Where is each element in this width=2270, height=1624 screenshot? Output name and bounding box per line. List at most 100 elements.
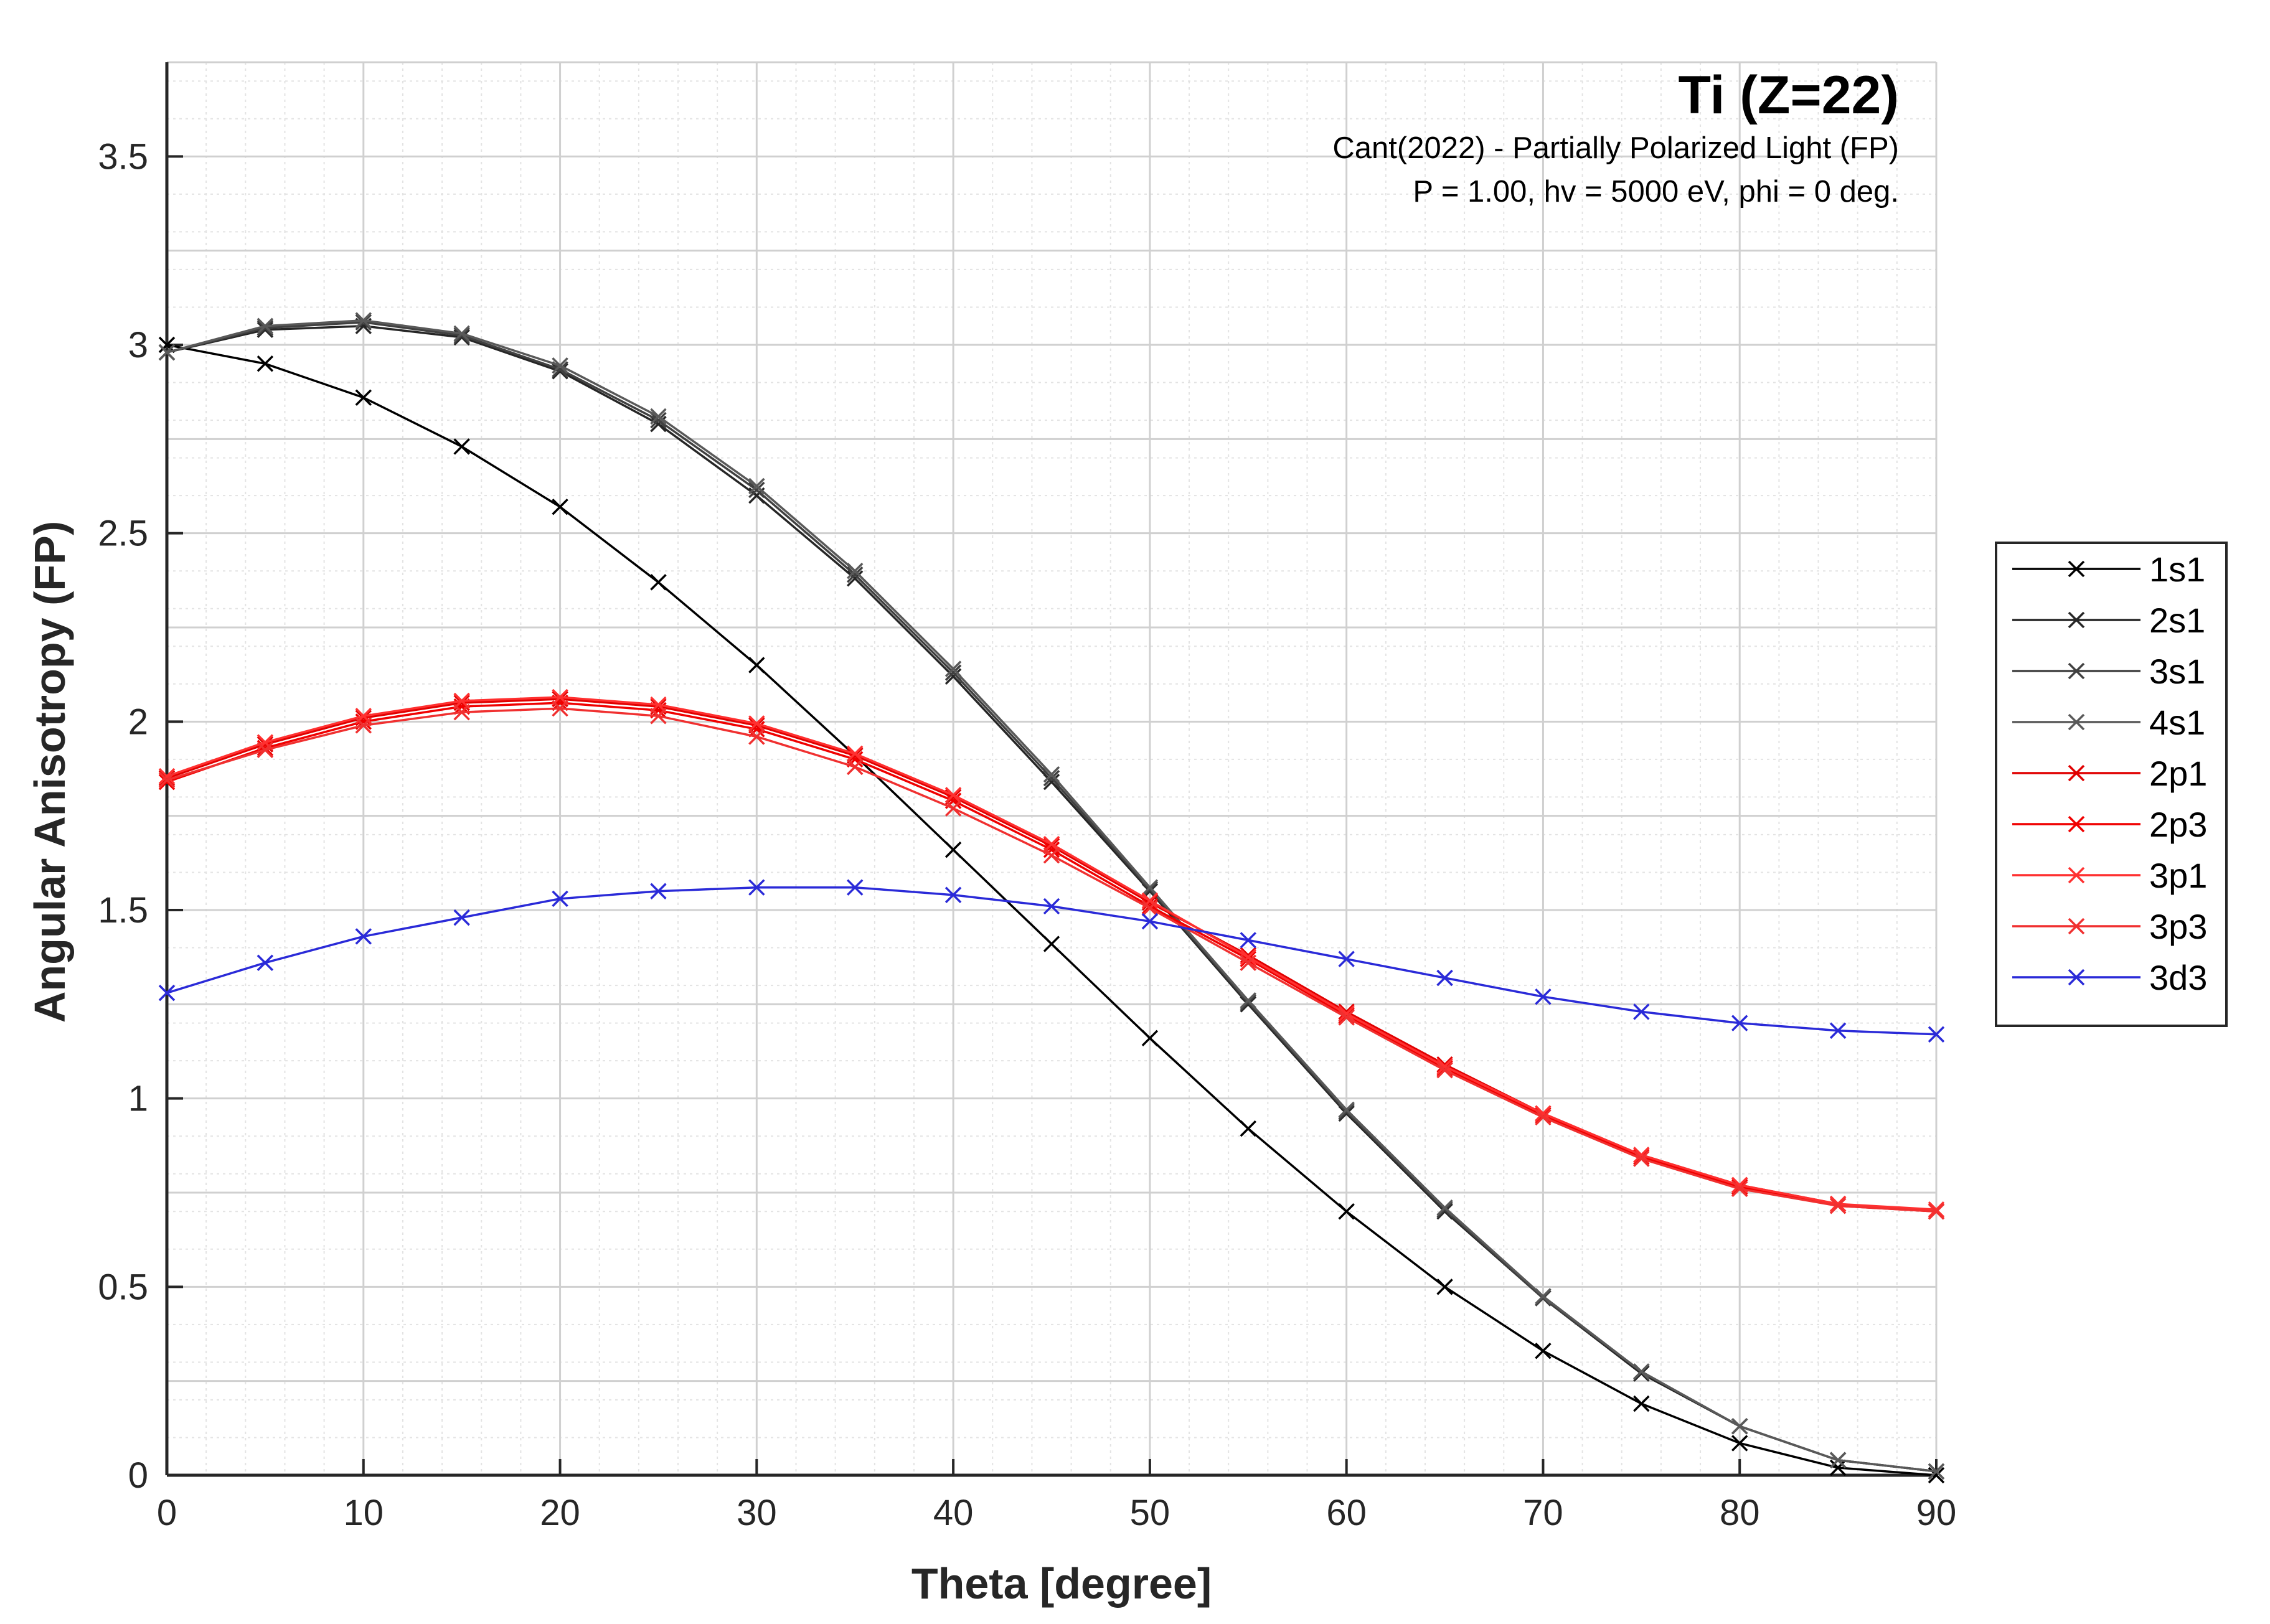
series-2s1	[158, 317, 1945, 1480]
legend-label: 3p1	[2149, 856, 2207, 895]
data-point-1s1	[1043, 936, 1060, 952]
axes	[165, 62, 1938, 1477]
legend-item-1s1: 1s1	[2012, 550, 2205, 589]
data-point-3d3	[453, 909, 470, 926]
data-point-1s1	[1829, 1459, 1847, 1476]
data-point-2s1	[1338, 1105, 1355, 1122]
data-point-3p3	[552, 700, 568, 717]
data-point-3p3	[1731, 1180, 1748, 1198]
x-tick-label: 30	[737, 1493, 777, 1533]
data-point-3p3	[1141, 899, 1159, 917]
legend-item-2p1: 2p1	[2012, 754, 2207, 793]
data-point-3s1	[453, 327, 470, 344]
data-point-3p1	[1829, 1195, 1847, 1213]
legend-marker	[2068, 918, 2085, 935]
data-point-2p3	[1731, 1178, 1748, 1196]
data-point-3s1	[1338, 1103, 1355, 1120]
data-point-3d3	[1043, 898, 1060, 915]
data-point-1s1	[748, 657, 765, 674]
data-point-4s1	[1829, 1452, 1847, 1469]
data-point-3d3	[748, 879, 765, 896]
legend-label: 3d3	[2149, 958, 2207, 997]
data-point-4s1	[1731, 1418, 1748, 1435]
data-point-1s1	[1338, 1203, 1355, 1220]
series-line-3s1	[166, 321, 1937, 1473]
data-point-3d3	[846, 879, 864, 896]
data-point-3d3	[552, 890, 568, 908]
data-point-1s1	[1436, 1279, 1453, 1295]
data-point-4s1	[944, 660, 962, 677]
data-point-3d3	[1436, 969, 1453, 987]
legend-marker	[2068, 866, 2085, 884]
data-point-3p3	[650, 708, 667, 725]
data-point-1s1	[1633, 1395, 1650, 1412]
data-point-1s1	[1240, 1120, 1257, 1137]
legend-label: 4s1	[2149, 703, 2205, 742]
data-point-3p1	[1240, 949, 1257, 965]
data-point-3p3	[1240, 954, 1257, 971]
data-point-3p1	[1338, 1005, 1355, 1022]
x-tick-label: 20	[540, 1493, 580, 1533]
data-point-4s1	[1436, 1199, 1453, 1216]
y-tick-label: 1.5	[98, 890, 148, 931]
data-point-3p1	[257, 734, 274, 751]
data-point-4s1	[1535, 1288, 1552, 1305]
data-point-2p1	[158, 769, 176, 787]
data-point-3d3	[1141, 913, 1159, 930]
legend-item-3p1: 3p1	[2012, 856, 2207, 895]
data-point-3d3	[158, 984, 176, 1002]
y-tick-label: 0	[128, 1455, 148, 1496]
data-point-4s1	[552, 357, 568, 374]
data-point-3p1	[748, 715, 765, 732]
data-point-3d3	[1240, 932, 1257, 949]
legend-marker	[2068, 764, 2085, 782]
series-line-4s1	[166, 319, 1937, 1473]
y-tick-label: 3.5	[98, 136, 148, 177]
data-point-2s1	[552, 363, 568, 380]
y-tick-label: 0.5	[98, 1267, 148, 1307]
data-point-3d3	[1338, 950, 1355, 967]
legend: 1s1 2s1 3s1 4s1 2p1 2p3 3p1 3p3 3d3	[1995, 542, 2228, 1027]
data-point-3p3	[944, 800, 962, 817]
data-point-3p3	[1633, 1150, 1650, 1167]
series-3s1	[158, 314, 1945, 1480]
data-point-3s1	[1436, 1201, 1453, 1218]
data-point-4s1	[846, 562, 864, 580]
data-point-4s1	[158, 344, 176, 361]
chart-subtitle-line-2: P = 1.00, hv = 5000 eV, phi = 0 deg.	[1413, 175, 1899, 209]
data-point-3d3	[1633, 1003, 1650, 1020]
data-point-3d3	[1829, 1022, 1847, 1039]
legend-marker	[2068, 560, 2085, 578]
x-tick-label: 70	[1523, 1493, 1563, 1533]
legend-box	[1995, 542, 2228, 1027]
chart-subtitle-line-1: Cant(2022) - Partially Polarized Light (…	[1332, 131, 1899, 165]
series-3p1	[158, 688, 1945, 1218]
legend-label: 2s1	[2149, 601, 2205, 640]
y-tick-label: 2.5	[98, 514, 148, 554]
data-point-4s1	[748, 477, 765, 495]
legend-label: 1s1	[2149, 550, 2205, 589]
series-3p3	[158, 700, 1945, 1220]
data-point-3d3	[944, 886, 962, 904]
legend-item-3s1: 3s1	[2012, 652, 2205, 691]
data-point-1s1	[650, 574, 667, 591]
y-axis-label: Angular Anisotropy (FP)	[26, 521, 74, 1023]
data-point-3d3	[1535, 988, 1552, 1005]
data-point-3p1	[158, 767, 176, 785]
legend-item-3d3: 3d3	[2012, 958, 2207, 997]
data-point-3p3	[1436, 1062, 1453, 1079]
y-tick-label: 1	[128, 1079, 148, 1119]
legend-marker	[2068, 662, 2085, 680]
data-point-3d3	[257, 954, 274, 971]
data-point-3d3	[650, 883, 667, 899]
data-point-3p3	[1338, 1009, 1355, 1026]
data-point-1s1	[453, 438, 470, 455]
y-tick-label: 2	[128, 702, 148, 742]
data-point-3p3	[1829, 1197, 1847, 1214]
data-point-3p1	[1928, 1201, 1945, 1218]
data-point-4s1	[1043, 766, 1060, 783]
data-point-3p1	[944, 787, 962, 804]
data-point-3p3	[748, 728, 765, 745]
x-tick-label: 50	[1130, 1493, 1170, 1533]
data-point-3p3	[257, 741, 274, 758]
